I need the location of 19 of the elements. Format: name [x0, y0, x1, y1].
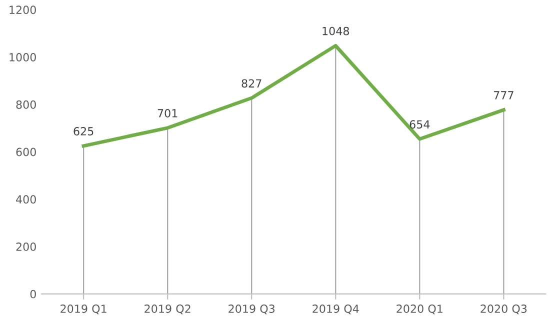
x-tick-label: 2019 Q4 [312, 304, 359, 314]
data-label: 777 [494, 91, 514, 100]
y-tick-label: 200 [16, 242, 36, 251]
x-tick-label: 2020 Q1 [396, 304, 442, 314]
x-tick-label: 2019 Q3 [228, 304, 275, 314]
x-tick-label: 2019 Q1 [60, 304, 106, 314]
data-label: 701 [158, 109, 178, 118]
y-tick-label: 400 [16, 195, 36, 204]
y-tick-label: 600 [16, 148, 36, 156]
x-tick-label: 2019 Q2 [144, 304, 190, 314]
y-tick-label: 0 [30, 290, 36, 298]
data-label: 1048 [322, 26, 350, 36]
y-tick-label: 800 [16, 100, 36, 109]
data-label: 827 [242, 79, 262, 88]
x-tick-label: 2020 Q3 [480, 304, 527, 314]
y-tick-label: 1200 [10, 6, 36, 14]
data-label: 625 [74, 127, 94, 136]
y-tick-label: 1000 [10, 53, 36, 62]
data-label: 654 [410, 120, 430, 129]
